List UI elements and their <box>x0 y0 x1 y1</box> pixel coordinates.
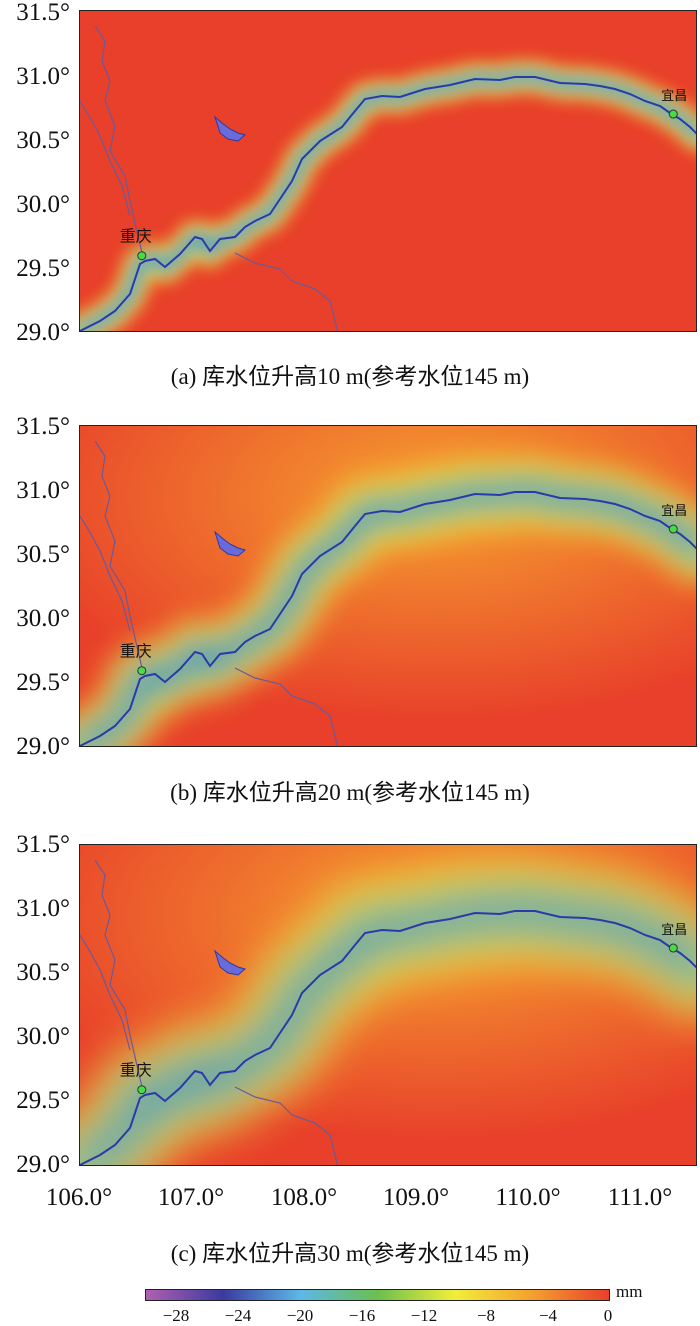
y-tick: 31.0° <box>16 63 70 90</box>
yangtze-river <box>80 491 696 746</box>
y-tick: 30.0° <box>16 191 70 218</box>
map-frame: 重庆 宜昌 <box>79 425 697 747</box>
map-frame: 重庆 宜昌 <box>79 10 697 332</box>
tributaries <box>80 25 339 331</box>
yangtze-river <box>80 76 696 331</box>
x-tick: 106.0° <box>45 1184 113 1211</box>
colorbar-tick: −28 <box>162 1306 190 1325</box>
x-tick: 109.0° <box>382 1184 450 1211</box>
city-marker <box>137 251 147 261</box>
colorbar-tick: −12 <box>410 1306 438 1325</box>
colorbar <box>145 1289 610 1301</box>
y-tick: 31.0° <box>16 895 70 922</box>
y-tick: 31.5° <box>16 413 70 440</box>
lake-shape <box>214 949 247 976</box>
y-tick: 30.0° <box>16 605 70 632</box>
y-tick: 30.5° <box>16 541 70 568</box>
colorbar-tick: −8 <box>476 1306 496 1325</box>
panel-caption: (c) 库水位升高30 m(参考水位145 m) <box>170 1241 530 1266</box>
colorbar-tick: −20 <box>286 1306 314 1325</box>
city-label: 宜昌 <box>661 923 687 938</box>
city-label: 重庆 <box>120 642 152 661</box>
deformation-map: 重庆 宜昌 <box>80 845 696 1165</box>
y-tick: 29.0° <box>16 733 70 760</box>
y-tick: 31.5° <box>16 0 70 26</box>
colorbar-tick: −4 <box>538 1306 558 1325</box>
y-tick: 31.0° <box>16 477 70 504</box>
colorbar-tick: 0 <box>603 1306 613 1325</box>
colorbar-unit: mm <box>616 1282 643 1301</box>
colorbar-tick: −16 <box>348 1306 376 1325</box>
y-tick: 29.0° <box>16 1151 70 1178</box>
y-tick: 29.5° <box>16 1087 70 1114</box>
y-tick: 30.0° <box>16 1023 70 1050</box>
y-tick: 30.5° <box>16 959 70 986</box>
city-marker <box>137 1085 147 1095</box>
background-field <box>80 11 696 331</box>
y-tick: 29.0° <box>16 319 70 346</box>
map-frame: 重庆 宜昌 <box>79 844 697 1166</box>
city-marker <box>668 524 678 534</box>
colorbar-tick: −24 <box>224 1306 252 1325</box>
y-tick: 30.5° <box>16 127 70 154</box>
x-tick: 111.0° <box>607 1184 673 1211</box>
x-tick: 107.0° <box>157 1184 225 1211</box>
panel-caption: (a) 库水位升高10 m(参考水位145 m) <box>170 364 530 389</box>
city-label: 宜昌 <box>661 89 687 104</box>
y-tick: 29.5° <box>16 669 70 696</box>
lake-shape <box>214 530 247 557</box>
city-marker <box>137 666 147 676</box>
city-label: 重庆 <box>120 1061 152 1080</box>
city-marker <box>668 109 678 119</box>
deformation-map: 重庆 宜昌 <box>80 426 696 746</box>
deformation-map: 重庆 宜昌 <box>80 11 696 331</box>
y-tick: 29.5° <box>16 255 70 282</box>
city-label: 重庆 <box>120 227 152 246</box>
tributaries <box>80 440 339 746</box>
lake-shape <box>214 115 247 142</box>
x-tick: 110.0° <box>495 1184 561 1211</box>
tributaries <box>80 859 339 1165</box>
x-tick: 108.0° <box>270 1184 338 1211</box>
y-tick: 31.5° <box>16 831 70 858</box>
city-label: 宜昌 <box>661 504 687 519</box>
city-marker <box>668 943 678 953</box>
yangtze-river <box>80 910 696 1165</box>
panel-caption: (b) 库水位升高20 m(参考水位145 m) <box>170 780 530 805</box>
